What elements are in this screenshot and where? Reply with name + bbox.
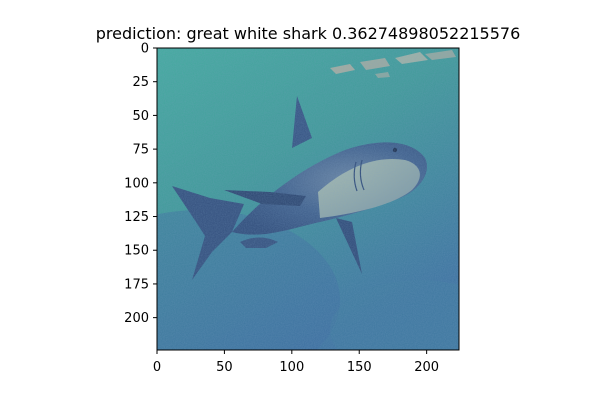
y-tick-label: 150 [124,244,149,259]
x-tick-label: 150 [347,360,372,375]
y-tick-label: 125 [124,210,149,225]
y-tick-label: 175 [124,277,149,292]
y-tick-label: 75 [132,143,149,158]
axes-frame [156,47,460,351]
x-tick-label: 100 [279,360,304,375]
y-axis: 0 25 50 75 100 125 150 175 200 [124,42,157,326]
x-tick-label: 50 [216,360,233,375]
chart-title: prediction: great white shark 0.36274898… [96,24,521,43]
y-tick-label: 50 [132,109,149,124]
x-tick-label: 200 [414,360,439,375]
x-tick-label: 0 [153,360,161,375]
x-axis: 0 50 100 150 200 [153,350,439,375]
y-tick-label: 25 [132,75,149,90]
y-tick-label: 0 [141,42,149,57]
y-tick-label: 100 [124,176,149,191]
y-tick-label: 200 [124,311,149,326]
shark-image [157,48,459,350]
